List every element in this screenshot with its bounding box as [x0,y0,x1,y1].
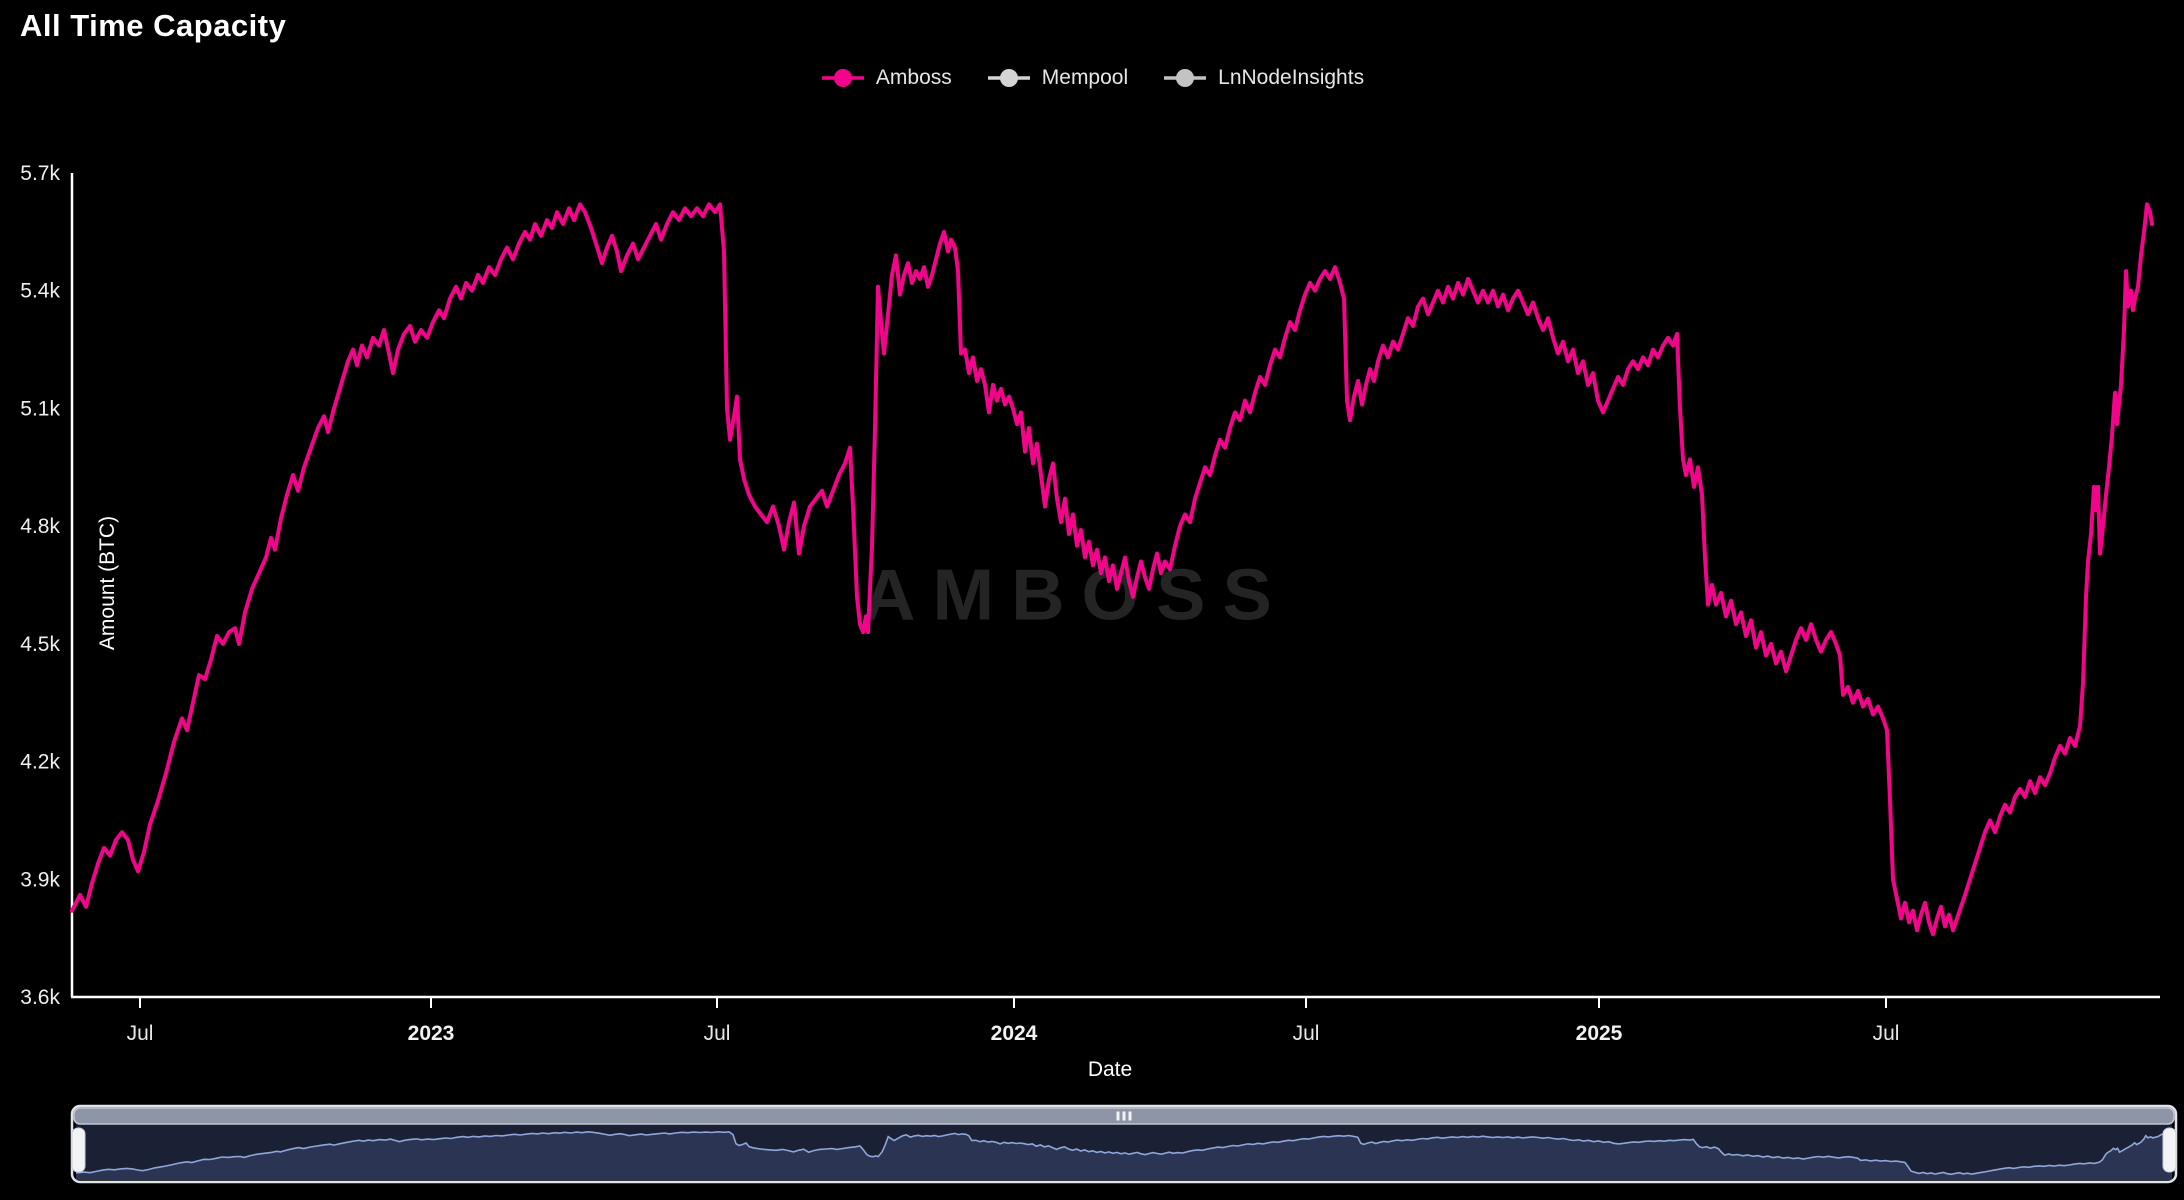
legend-item-amboss[interactable]: Amboss [820,66,952,90]
x-axis-title: Date [1087,1058,1133,1081]
legend: Amboss Mempool LnNodeInsights [0,66,2184,90]
x-tick-label: 2024 [991,1022,1038,1045]
mempool-legend-marker-icon [987,69,1030,87]
navigator-handle-left[interactable] [71,1127,86,1173]
x-tick-label: Jul [704,1022,731,1045]
y-tick-label: 4.2k [20,751,60,774]
legend-label: Amboss [875,66,952,89]
legend-label: LnNodeInsights [1218,66,1365,89]
y-tick-label: 4.8k [20,515,60,538]
y-tick-label: 4.5k [20,633,60,656]
x-tick-label: Jul [1293,1022,1320,1045]
y-tick-label: 5.1k [20,397,60,420]
navigator-area-fill [76,1131,2172,1180]
y-tick-label: 3.6k [20,986,60,1009]
scrollbar-grip-icon[interactable] [1116,1111,1120,1121]
scrollbar-grip-icon[interactable] [1128,1111,1132,1121]
scrollbar-grip-icon[interactable] [1122,1111,1126,1121]
x-tick-label: 2023 [408,1022,455,1045]
legend-item-mempool[interactable]: Mempool [986,66,1128,90]
amboss-watermark: AMBOSS [862,553,1289,636]
y-tick-label: 5.7k [20,162,60,185]
x-tick-label: 2025 [1576,1022,1623,1045]
lnnodeinsights-legend-marker-icon [1164,69,1207,87]
y-tick-label: 5.4k [20,280,60,303]
x-tick-label: Jul [127,1022,154,1045]
legend-item-lnnodeinsights[interactable]: LnNodeInsights [1162,66,1364,90]
y-tick-label: 3.9k [20,868,60,891]
chart-title: All Time Capacity [20,8,287,43]
x-tick-label: Jul [1873,1022,1900,1045]
navigator-series-line [75,1130,2173,1176]
amboss-series-line[interactable] [70,202,2154,937]
navigator-handle-right[interactable] [2162,1127,2177,1173]
legend-label: Mempool [1041,66,1129,89]
y-axis-title: Amount (BTC) [96,515,119,651]
amboss-legend-marker-icon [821,69,864,87]
